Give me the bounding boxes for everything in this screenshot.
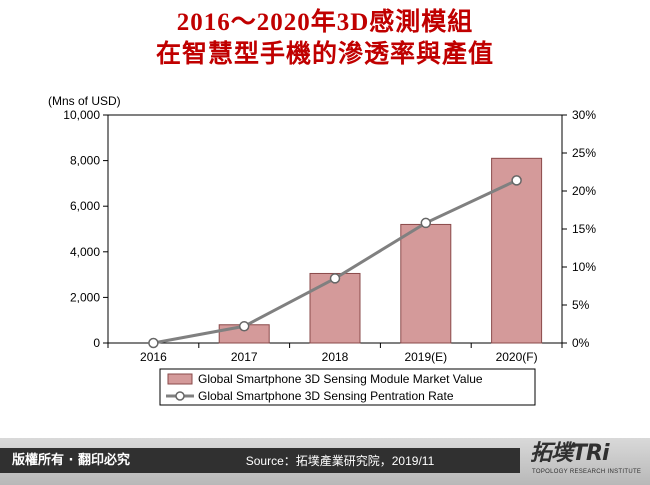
legend-box (159, 368, 536, 406)
source-note: Source：拓墣產業研究院，2019/11 (245, 454, 435, 468)
chart-title-line2: 在智慧型手機的滲透率與產值 (155, 41, 494, 68)
y-tick-label: 8,000 (70, 154, 100, 168)
legend-bar-swatch (167, 373, 193, 385)
chart: 0 2,000 4,000 6,000 8,000 10,000 0% 5% 10% 15% 20%… (48, 94, 596, 406)
title-band (0, 0, 650, 70)
x-tick-label: 2016 (140, 350, 167, 364)
bar (400, 223, 452, 344)
logo-text: 拓墣TRi (530, 441, 609, 466)
line-point (238, 321, 250, 332)
y-tick-label: 10,000 (63, 108, 100, 122)
y-tick-label: 2,000 (70, 290, 100, 304)
logo: 拓墣TRi TOPOLOGY RESEARCH INSTITUTE (524, 440, 650, 485)
line-point (148, 337, 159, 349)
y2-tick-label: 10% (572, 260, 596, 274)
legend-line-label: Global Smartphone 3D Sensing Pentration … (198, 389, 454, 403)
x-tick-label: 2017 (231, 350, 258, 364)
line-point (420, 217, 432, 229)
y2-tick-label: 5% (572, 298, 590, 312)
copyright-notice: 版權所有 · 翻印必究 (12, 453, 130, 468)
y2-tick-label: 30% (572, 108, 596, 122)
y2-tick-label: 15% (572, 222, 596, 236)
y2-tick-label: 0% (572, 336, 590, 350)
legend-line-marker (175, 391, 185, 401)
logo-subtext: TOPOLOGY RESEARCH INSTITUTE (532, 469, 642, 475)
bar (491, 157, 543, 344)
x-tick-label: 2020(F) (496, 350, 538, 364)
line-point (511, 175, 522, 186)
legend-bar-label: Global Smartphone 3D Sensing Module Mark… (198, 372, 483, 386)
y-tick-label: 0 (93, 336, 100, 350)
y-tick-label: 4,000 (70, 245, 100, 259)
bar (309, 272, 361, 344)
line-point (329, 273, 341, 284)
x-tick-label: 2018 (322, 350, 349, 364)
y2-tick-label: 20% (572, 184, 596, 198)
chart-title-line1: 2016～2020年3D感測模組 (176, 9, 474, 36)
footer-dark-band (0, 448, 520, 473)
x-tick-label: 2019(E) (404, 350, 447, 364)
y2-tick-label: 25% (572, 146, 596, 160)
y-tick-label: 6,000 (70, 199, 100, 213)
y-axis-unit-label: (Mns of USD) (48, 94, 121, 108)
